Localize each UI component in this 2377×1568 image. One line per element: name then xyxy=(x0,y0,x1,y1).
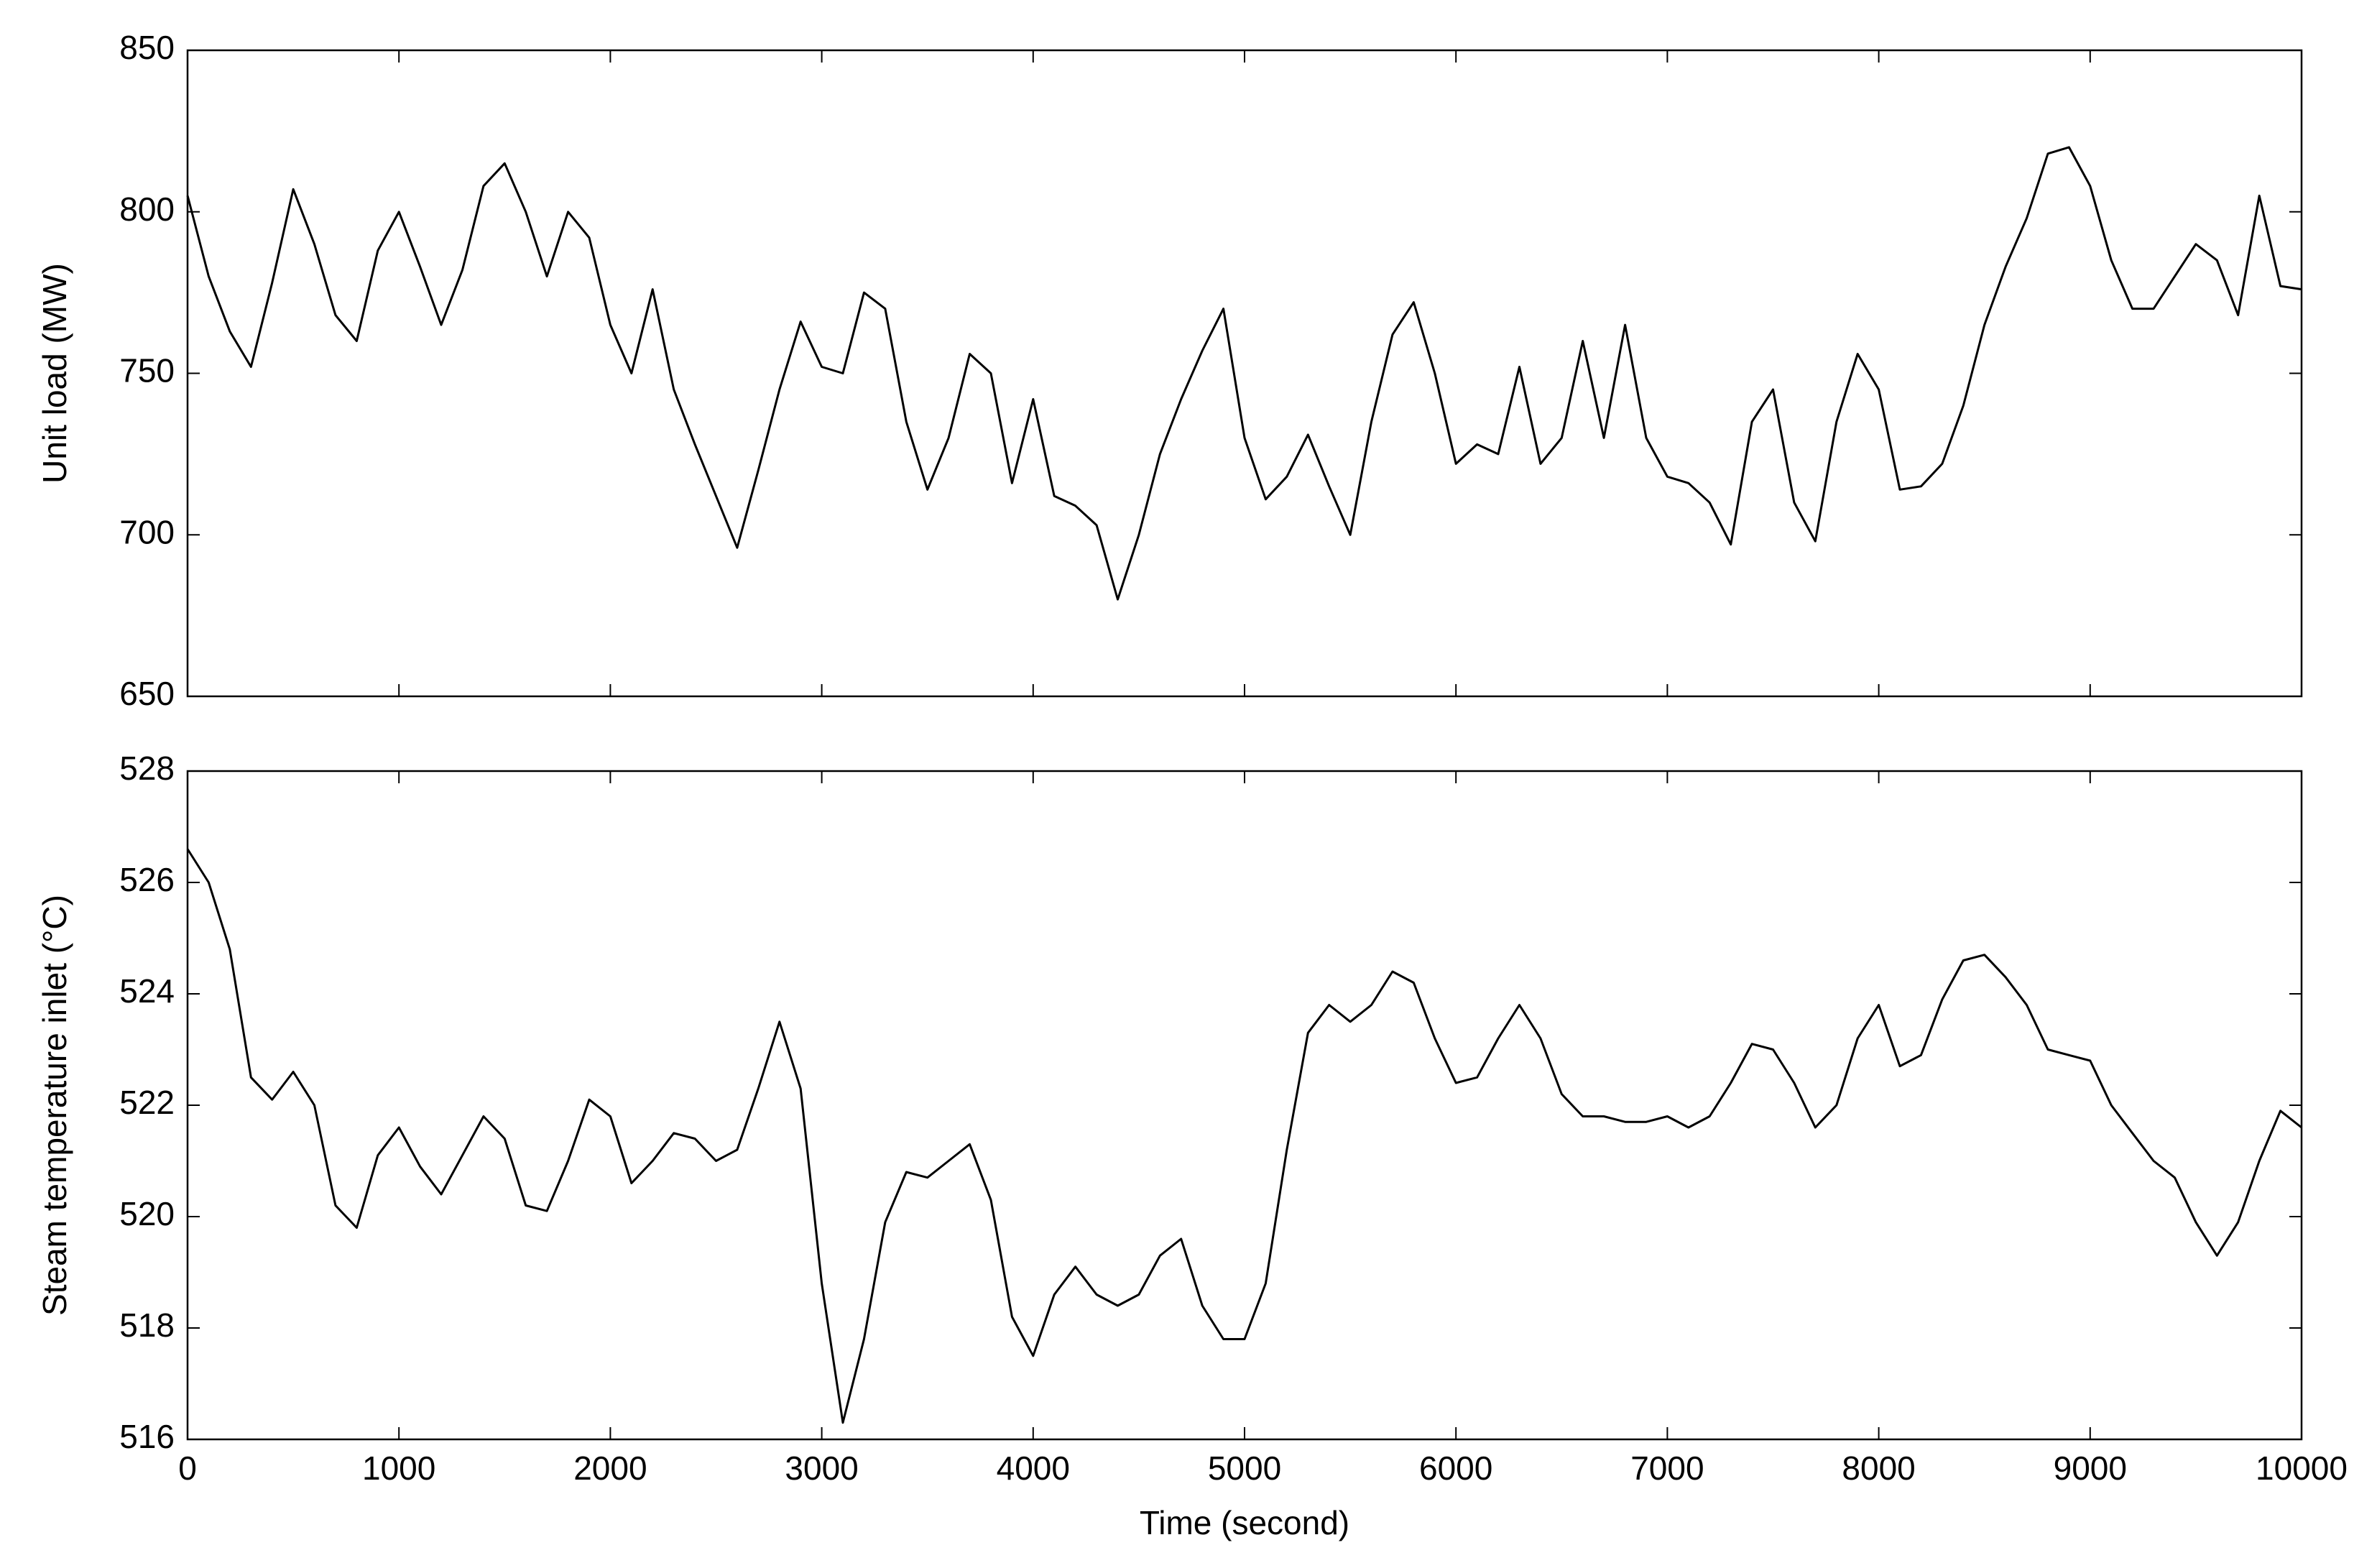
y-axis-label: Unit load (MW) xyxy=(36,263,73,484)
y-tick-label: 518 xyxy=(119,1306,175,1344)
y-tick-label: 524 xyxy=(119,972,175,1010)
y-tick-label: 700 xyxy=(119,513,175,550)
y-tick-label: 526 xyxy=(119,861,175,898)
x-tick-label: 1000 xyxy=(362,1449,435,1487)
plot-area xyxy=(186,49,2303,698)
x-tick-label: 8000 xyxy=(1842,1449,1915,1487)
data-line xyxy=(186,848,2302,1424)
y-tick-label: 650 xyxy=(119,675,175,712)
x-tick-label: 7000 xyxy=(1630,1449,1704,1487)
x-tick-label: 4000 xyxy=(997,1449,1070,1487)
y-tick-label: 522 xyxy=(119,1084,175,1121)
x-tick-label: 10000 xyxy=(2256,1449,2348,1487)
y-tick-label: 516 xyxy=(119,1418,175,1455)
x-axis-label: Time (second) xyxy=(1140,1504,1349,1541)
y-tick-label: 800 xyxy=(119,190,175,228)
x-tick-label: 3000 xyxy=(785,1449,858,1487)
x-tick-label: 6000 xyxy=(1419,1449,1492,1487)
x-tick-label: 2000 xyxy=(573,1449,647,1487)
y-tick-label: 528 xyxy=(119,750,175,787)
x-tick-label: 9000 xyxy=(2054,1449,2127,1487)
y-axis-label: Steam temperature inlet (°C) xyxy=(36,895,73,1316)
plot-area xyxy=(186,770,2303,1441)
data-line xyxy=(186,146,2302,601)
x-tick-label: 5000 xyxy=(1208,1449,1281,1487)
y-tick-label: 750 xyxy=(119,352,175,389)
y-tick-label: 520 xyxy=(119,1195,175,1232)
x-tick-label: 0 xyxy=(178,1449,197,1487)
y-tick-label: 850 xyxy=(119,29,175,66)
